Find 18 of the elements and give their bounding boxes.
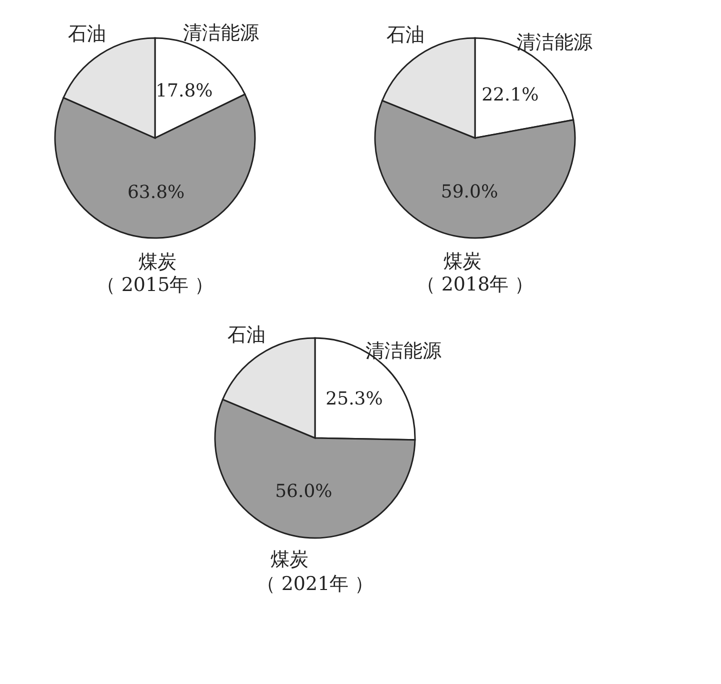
data-label: 22.1%	[482, 84, 539, 106]
data-label: 17.8%	[156, 80, 213, 102]
data-label: 63.8%	[127, 182, 185, 203]
slice-label: 清洁能源	[182, 22, 259, 44]
text: （ 2015年 ）	[96, 274, 214, 296]
data-label: 25.3%	[326, 388, 383, 410]
slice-label: 石油	[227, 324, 266, 346]
slice-label: 石油	[68, 23, 106, 46]
slice-label: 煤炭	[270, 548, 308, 570]
slice-label: 石油	[386, 24, 425, 46]
text: （ 2021年 ）	[256, 573, 374, 595]
slice-label: 清洁能源	[366, 340, 442, 362]
data-label: 56.0%	[275, 480, 332, 502]
slice-label: 清洁能源	[516, 32, 592, 54]
data-label: 59.0%	[440, 182, 498, 203]
slice-label: 煤炭	[138, 250, 176, 273]
text: （ 2018年 ）	[416, 273, 534, 296]
slice-label: 煤炭	[444, 250, 482, 272]
